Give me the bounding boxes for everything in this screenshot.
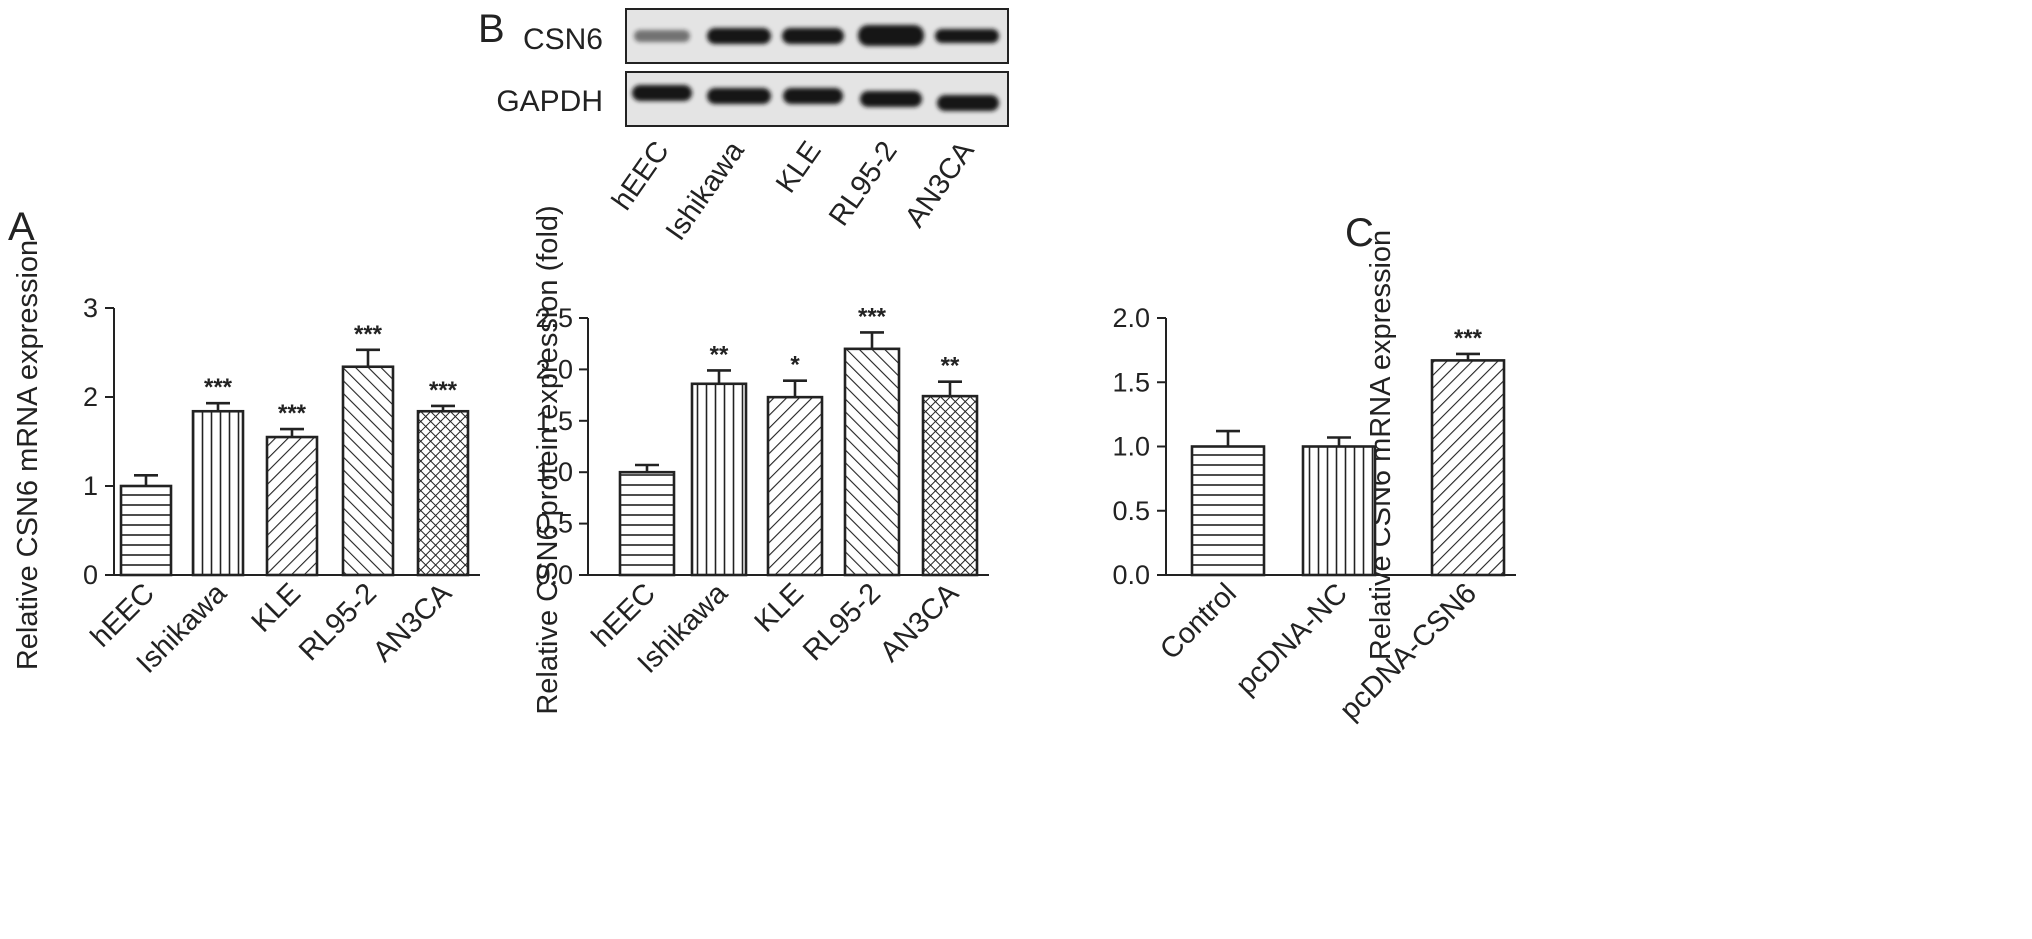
blot-lane-label: AN3CA xyxy=(899,135,981,233)
panel-letter-b: B xyxy=(478,7,505,51)
blot-lane-labels: hEEC Ishikawa KLE RL95-2 AN3CA xyxy=(606,135,981,246)
panel-letter-c: C xyxy=(1345,211,1374,255)
bar xyxy=(921,394,979,577)
category-label: KLE xyxy=(749,577,810,638)
band-csn6-kle xyxy=(782,28,844,44)
blot-lane-label: Ishikawa xyxy=(660,135,751,246)
significance-label: *** xyxy=(354,321,383,348)
significance-label: * xyxy=(790,352,800,379)
bar xyxy=(690,382,748,577)
y-tick-label: 3 xyxy=(83,293,98,323)
bar-chart-b: 0.00.51.01.52.02.5hEEC**Ishikawa*KLE***R… xyxy=(535,303,989,680)
bar xyxy=(1190,445,1266,577)
bar-chart-a: 0123hEEC***Ishikawa***KLE***RL95-2***AN3… xyxy=(83,293,480,680)
band-csn6-ishikawa xyxy=(707,28,771,44)
y-tick-label: 1.5 xyxy=(1112,367,1150,397)
bar xyxy=(119,484,173,577)
western-blot: CSN6 GAPDH hEEC Ishikawa KLE RL95-2 AN3C… xyxy=(496,8,1009,246)
y-axis-title-c: Relative CSN6 mRNA expression xyxy=(1365,230,1397,660)
category-label: Control xyxy=(1154,577,1243,666)
category-label: AN3CA xyxy=(367,577,458,668)
significance-label: ** xyxy=(941,353,960,380)
y-tick-label: 2 xyxy=(83,382,98,412)
band-csn6-rl95-2 xyxy=(858,25,924,46)
bar xyxy=(1430,359,1506,577)
category-label: RL95-2 xyxy=(797,577,887,667)
y-tick-label: 1.5 xyxy=(535,406,573,436)
category-label: AN3CA xyxy=(874,577,965,668)
y-tick-label: 1.0 xyxy=(1112,432,1150,462)
significance-label: ** xyxy=(710,341,729,368)
significance-label: *** xyxy=(278,400,307,427)
bar xyxy=(843,347,901,577)
bar xyxy=(341,365,395,577)
bar xyxy=(618,470,676,577)
bar xyxy=(416,409,470,577)
y-tick-label: 1.0 xyxy=(535,457,573,487)
bar xyxy=(191,409,245,577)
y-axis-title-b: Relative CSN6 protein expression (fold) xyxy=(532,205,564,714)
y-tick-label: 0.0 xyxy=(1112,560,1150,590)
significance-label: *** xyxy=(1454,325,1483,352)
category-label: pcDNA-NC xyxy=(1230,577,1354,701)
y-tick-label: 0.5 xyxy=(535,509,573,539)
panel-letter-a: A xyxy=(8,205,35,249)
blot-lane-label: hEEC xyxy=(606,136,676,216)
blot-bands xyxy=(632,25,999,111)
significance-label: *** xyxy=(204,374,233,401)
blot-lane-label: RL95-2 xyxy=(823,136,904,232)
category-label: RL95-2 xyxy=(293,577,383,667)
category-label: pcDNA-CSN6 xyxy=(1334,577,1483,726)
band-gapdh-rl95-2 xyxy=(860,91,922,107)
y-tick-label: 2.5 xyxy=(535,303,573,333)
band-gapdh-an3ca xyxy=(937,95,999,111)
blot-label-gapdh: GAPDH xyxy=(496,85,603,118)
band-gapdh-heec xyxy=(632,85,692,101)
band-gapdh-kle xyxy=(783,88,843,104)
y-tick-label: 1 xyxy=(83,471,98,501)
y-axis-title-a: Relative CSN6 mRNA expression xyxy=(12,240,44,670)
y-tick-label: 0.5 xyxy=(1112,496,1150,526)
band-gapdh-ishikawa xyxy=(707,88,771,104)
category-label: KLE xyxy=(246,577,307,638)
blot-lane-label: KLE xyxy=(770,136,828,199)
bar xyxy=(265,435,319,577)
blot-label-csn6: CSN6 xyxy=(523,23,603,56)
significance-label: *** xyxy=(429,377,458,404)
y-tick-label: 2.0 xyxy=(1112,303,1150,333)
significance-label: *** xyxy=(858,303,887,330)
y-tick-label: 0 xyxy=(83,560,98,590)
band-csn6-heec xyxy=(634,30,690,42)
band-csn6-an3ca xyxy=(935,29,999,43)
y-tick-label: 0.0 xyxy=(535,560,573,590)
bar xyxy=(766,395,824,577)
y-tick-label: 2.0 xyxy=(535,354,573,384)
bar xyxy=(1301,445,1377,577)
